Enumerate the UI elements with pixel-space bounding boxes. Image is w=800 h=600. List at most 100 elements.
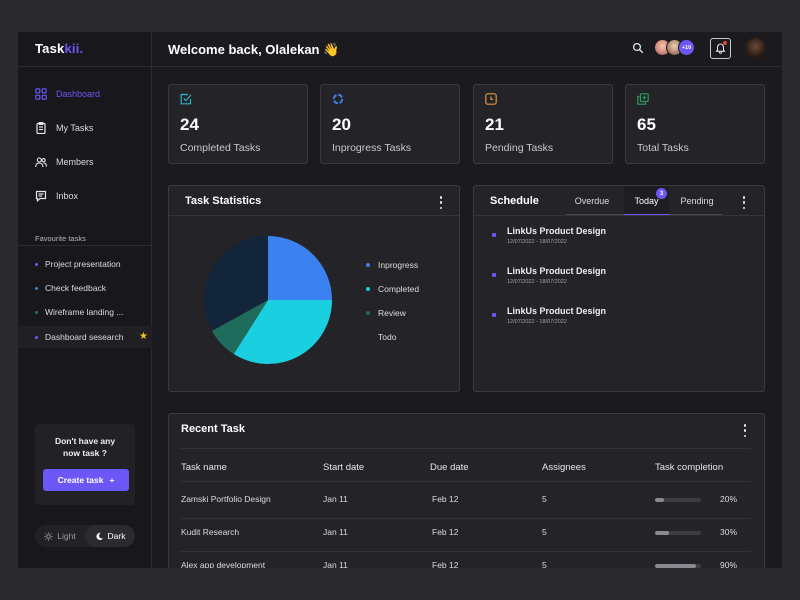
logo[interactable]: Taskkii. [35,41,84,56]
dashboard-grid-icon [35,88,47,100]
favourite-item[interactable]: Dashboard sesearch ★ [18,326,152,348]
column-header[interactable]: Start date [323,462,365,473]
task-name-cell[interactable]: Zamski Portfolio Design [181,494,271,504]
progress-fill [655,498,665,502]
favourite-item-label: Project presentation [45,259,121,269]
panel-title: Schedule [490,195,539,207]
start-date-cell: Jan 11 [323,527,348,537]
theme-light-option[interactable]: Light [35,525,85,547]
favourite-item-label: Dashboard sesearch [45,332,124,342]
legend-label: Inprogress [378,260,419,270]
progress-circle-icon [332,93,344,105]
bell-icon [715,43,726,54]
divider [18,66,152,67]
sidebar-item-inbox[interactable]: Inbox [35,188,78,204]
sidebar-item-dashboard[interactable]: Dashboard [35,86,100,102]
sidebar: Taskkii. Dashboard My Tasks Members Inbo… [18,32,152,568]
legend-swatch [366,335,370,339]
bullet-icon [35,286,38,290]
panel-title: Task Statistics [185,195,262,207]
divider [474,215,764,216]
sidebar-item-label: My Tasks [56,123,94,133]
completion-cell: 90% [720,560,738,568]
more-options-icon[interactable] [439,196,443,209]
theme-dark-option[interactable]: Dark [85,525,135,547]
task-name-cell[interactable]: Kudit Research [181,527,240,537]
column-header[interactable]: Task completion [655,462,724,473]
create-task-button[interactable]: Create task + [43,469,129,491]
start-date-cell: Jan 11 [323,494,348,504]
stat-value: 21 [485,115,504,134]
tab-overdue[interactable]: Overdue [574,196,610,206]
schedule-item-dates: 12/07/2022 - 18/07/2022 [507,319,567,325]
stat-value: 20 [332,115,351,134]
legend-swatch [366,311,370,315]
stat-card-completed[interactable]: 24 Completed Tasks [168,84,308,164]
column-header[interactable]: Assignees [542,462,586,473]
moon-icon [95,532,103,540]
stat-label: Completed Tasks [180,142,261,154]
profile-avatar[interactable] [745,38,766,59]
task-name-cell[interactable]: Alex app development [181,560,266,568]
progress-bar [655,531,701,535]
tab-badge: 3 [656,188,667,199]
more-options-icon[interactable] [743,424,747,437]
plus-icon: + [109,475,115,485]
bullet-icon [492,313,496,317]
favourite-item[interactable]: Project presentation [18,253,152,275]
stat-card-pending[interactable]: 21 Pending Tasks [473,84,613,164]
bullet-icon [35,335,38,339]
users-icon [35,157,47,168]
pie-slice-inprogress[interactable] [268,236,332,300]
sidebar-item-members[interactable]: Members [35,154,94,170]
column-header[interactable]: Due date [430,462,469,473]
favourite-item-label: Wireframe landing ... [45,307,124,317]
progress-bar [655,498,701,502]
pie-slice-todo[interactable] [204,236,268,331]
sidebar-item-label: Inbox [56,191,79,201]
member-avatars[interactable]: +10 [654,39,695,56]
stat-card-inprogress[interactable]: 20 Inprogress Tasks [320,84,460,164]
divider [181,518,751,519]
divider [181,551,751,552]
legend-item: Inprogress [366,260,418,270]
favourite-item[interactable]: Wireframe landing ... [18,301,152,323]
column-header[interactable]: Task name [181,462,227,473]
bullet-icon [492,233,496,237]
check-square-icon [180,93,192,105]
sidebar-item-my-tasks[interactable]: My Tasks [35,120,93,136]
sun-icon [44,531,54,541]
divider [18,245,152,246]
notification-dot [723,41,727,45]
stat-label: Pending Tasks [485,142,554,154]
create-task-card: Don't have any now task ? Create task + [35,424,135,505]
schedule-panel: Schedule Overdue Today 3 Pending LinkUs … [473,185,765,392]
pie-slice-completed[interactable] [233,300,332,364]
more-options-icon[interactable] [742,196,746,209]
schedule-item-title: LinkUs Product Design [507,266,607,276]
completion-cell: 20% [720,494,738,504]
legend-label: Review [378,308,406,318]
clipboard-icon [36,122,46,134]
notifications-button[interactable] [710,38,731,59]
schedule-item-title: LinkUs Product Design [507,306,607,316]
tab-pending[interactable]: Pending [680,196,714,206]
assignees-cell: 5 [542,560,547,568]
assignees-cell: 5 [542,494,547,504]
legend-item: Todo [366,332,396,342]
stat-value: 24 [180,115,199,134]
legend-item: Review [366,308,406,318]
favourite-item[interactable]: Check feedback [18,277,152,299]
create-task-prompt: Don't have any now task ? [54,436,116,458]
favourite-tasks-heading: Favourite tasks [35,234,86,243]
star-icon[interactable]: ★ [139,331,148,342]
assignees-cell: 5 [542,527,547,537]
app-window: Taskkii. Dashboard My Tasks Members Inbo… [18,32,782,568]
progress-bar [655,564,701,568]
sidebar-item-label: Dashboard [56,89,101,99]
create-task-label: Create task [57,475,104,485]
chat-icon [35,190,47,202]
stat-card-total[interactable]: 65 Total Tasks [625,84,765,164]
search-icon[interactable] [632,42,644,54]
pie-slice-review[interactable] [211,300,268,355]
